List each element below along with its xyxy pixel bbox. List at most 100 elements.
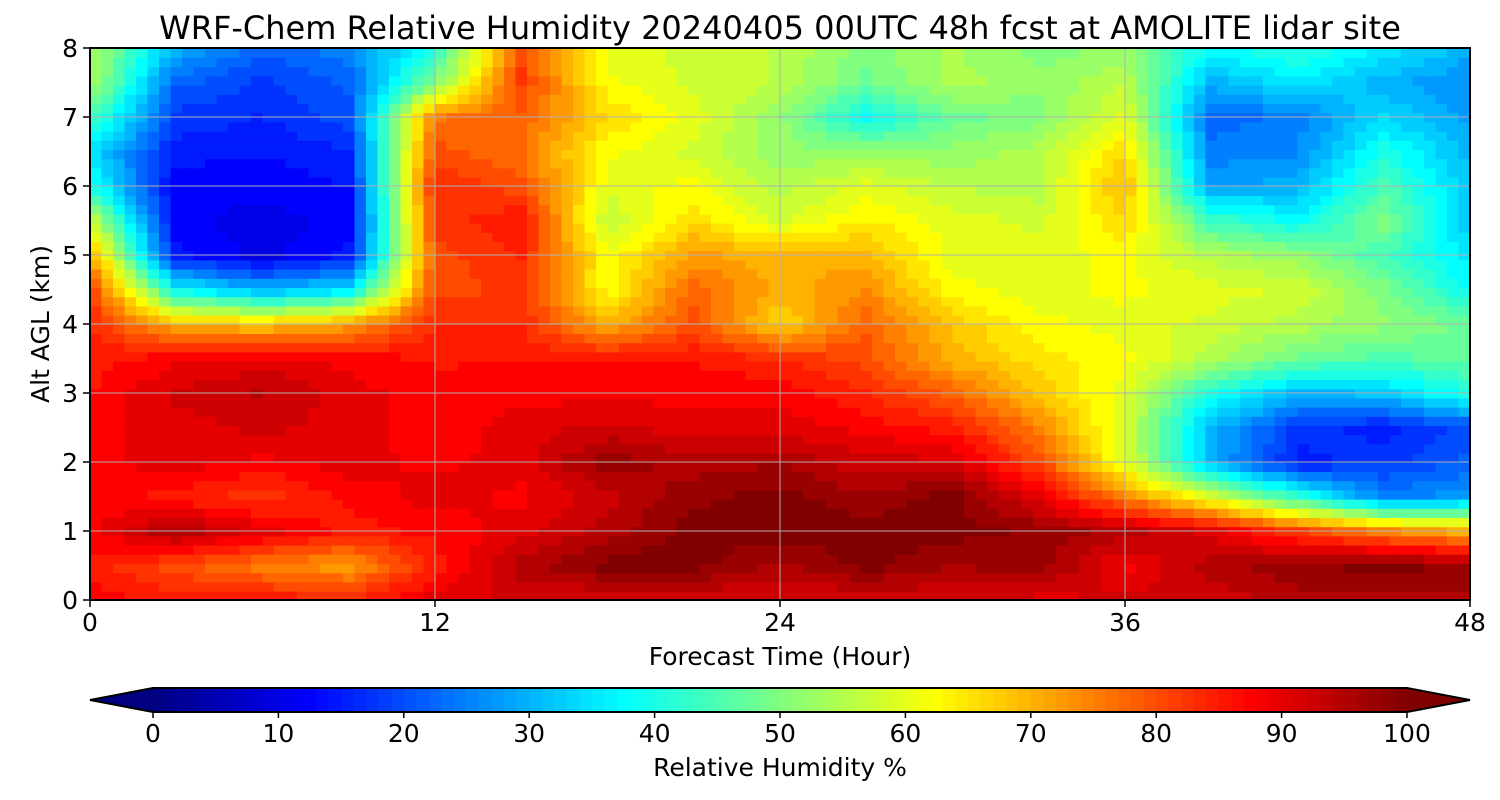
heatmap-cell — [1079, 434, 1092, 445]
heatmap-cell — [1182, 342, 1195, 353]
heatmap-cell — [1056, 581, 1069, 592]
heatmap-cell — [1171, 508, 1184, 518]
heatmap-cell — [826, 342, 839, 353]
heatmap-cell — [1171, 581, 1184, 592]
heatmap-cell — [722, 379, 735, 390]
heatmap-cell — [1136, 489, 1149, 500]
heatmap-cell — [1412, 590, 1425, 600]
heatmap-cell — [297, 232, 310, 242]
heatmap-cell — [1378, 305, 1391, 316]
heatmap-cell — [1297, 241, 1310, 252]
heatmap-cell — [262, 278, 275, 288]
heatmap-cell — [791, 452, 804, 463]
heatmap-cell — [159, 563, 172, 574]
heatmap-cell — [941, 232, 954, 242]
heatmap-cell — [676, 342, 689, 353]
heatmap-cell — [1263, 416, 1276, 426]
heatmap-cell — [688, 314, 701, 325]
heatmap-cell — [216, 471, 229, 482]
heatmap-cell — [1366, 471, 1379, 482]
heatmap-cell — [239, 351, 252, 362]
heatmap-cell — [492, 268, 505, 279]
heatmap-cell — [883, 434, 896, 445]
heatmap-cell — [1010, 379, 1023, 390]
heatmap-cell — [734, 360, 747, 371]
heatmap-cell — [1343, 416, 1356, 426]
heatmap-cell — [136, 434, 149, 445]
heatmap-cell — [1240, 333, 1253, 344]
heatmap-cell — [1251, 342, 1264, 353]
heatmap-cell — [1090, 498, 1103, 509]
heatmap-cell — [193, 434, 206, 445]
heatmap-cell — [124, 489, 137, 500]
heatmap-cell — [711, 554, 724, 564]
heatmap-cell — [435, 397, 448, 408]
heatmap-cell — [941, 452, 954, 463]
heatmap-cell — [366, 213, 379, 224]
heatmap-cell — [584, 554, 597, 564]
heatmap-cell — [573, 489, 586, 500]
heatmap-cell — [1205, 324, 1218, 334]
heatmap-cell — [596, 498, 609, 509]
heatmap-cell — [412, 232, 425, 242]
heatmap-cell — [1067, 563, 1080, 574]
heatmap-cell — [711, 406, 724, 417]
heatmap-cell — [941, 498, 954, 509]
heatmap-cell — [1228, 259, 1241, 270]
heatmap-cell — [1044, 462, 1057, 472]
heatmap-cell — [745, 590, 758, 600]
heatmap-cell — [952, 268, 965, 279]
heatmap-cell — [688, 278, 701, 288]
heatmap-cell — [906, 489, 919, 500]
heatmap-cell — [998, 471, 1011, 482]
heatmap-cell — [1021, 554, 1034, 564]
heatmap-cell — [1056, 268, 1069, 279]
heatmap-cell — [780, 305, 793, 316]
heatmap-cell — [101, 287, 114, 298]
heatmap-cell — [170, 333, 183, 344]
heatmap-cell — [1378, 296, 1391, 307]
heatmap-cell — [515, 471, 528, 482]
heatmap-cell — [1102, 333, 1115, 344]
heatmap-cell — [182, 572, 195, 583]
heatmap-cell — [1447, 379, 1460, 390]
heatmap-cell — [90, 434, 103, 445]
heatmap-cell — [297, 241, 310, 252]
heatmap-cell — [1263, 590, 1276, 600]
heatmap-cell — [170, 535, 183, 546]
heatmap-cell — [285, 268, 298, 279]
heatmap-cell — [1113, 425, 1126, 436]
heatmap-cell — [1079, 452, 1092, 463]
heatmap-cell — [320, 324, 333, 334]
heatmap-cell — [987, 554, 1000, 564]
heatmap-cell — [147, 351, 160, 362]
heatmap-cell — [320, 268, 333, 279]
heatmap-cell — [929, 314, 942, 325]
heatmap-cell — [469, 480, 482, 491]
heatmap-cell — [1171, 379, 1184, 390]
heatmap-cell — [320, 360, 333, 371]
heatmap-cell — [101, 462, 114, 472]
heatmap-cell — [998, 379, 1011, 390]
heatmap-cell — [1343, 434, 1356, 445]
heatmap-cell — [791, 471, 804, 482]
heatmap-cell — [1194, 443, 1207, 454]
heatmap-cell — [688, 397, 701, 408]
heatmap-cell — [527, 259, 540, 270]
heatmap-cell — [688, 480, 701, 491]
heatmap-cell — [791, 590, 804, 600]
heatmap-cell — [1378, 434, 1391, 445]
heatmap-cell — [998, 489, 1011, 500]
heatmap-cell — [1366, 554, 1379, 564]
heatmap-cell — [1194, 498, 1207, 509]
heatmap-cell — [1251, 314, 1264, 325]
heatmap-cell — [1079, 333, 1092, 344]
heatmap-cell — [860, 241, 873, 252]
heatmap-cell — [1366, 351, 1379, 362]
heatmap-cell — [1274, 268, 1287, 279]
heatmap-cell — [1217, 517, 1230, 528]
heatmap-cell — [469, 305, 482, 316]
heatmap-cell — [1217, 314, 1230, 325]
heatmap-cell — [1136, 314, 1149, 325]
heatmap-cell — [711, 296, 724, 307]
